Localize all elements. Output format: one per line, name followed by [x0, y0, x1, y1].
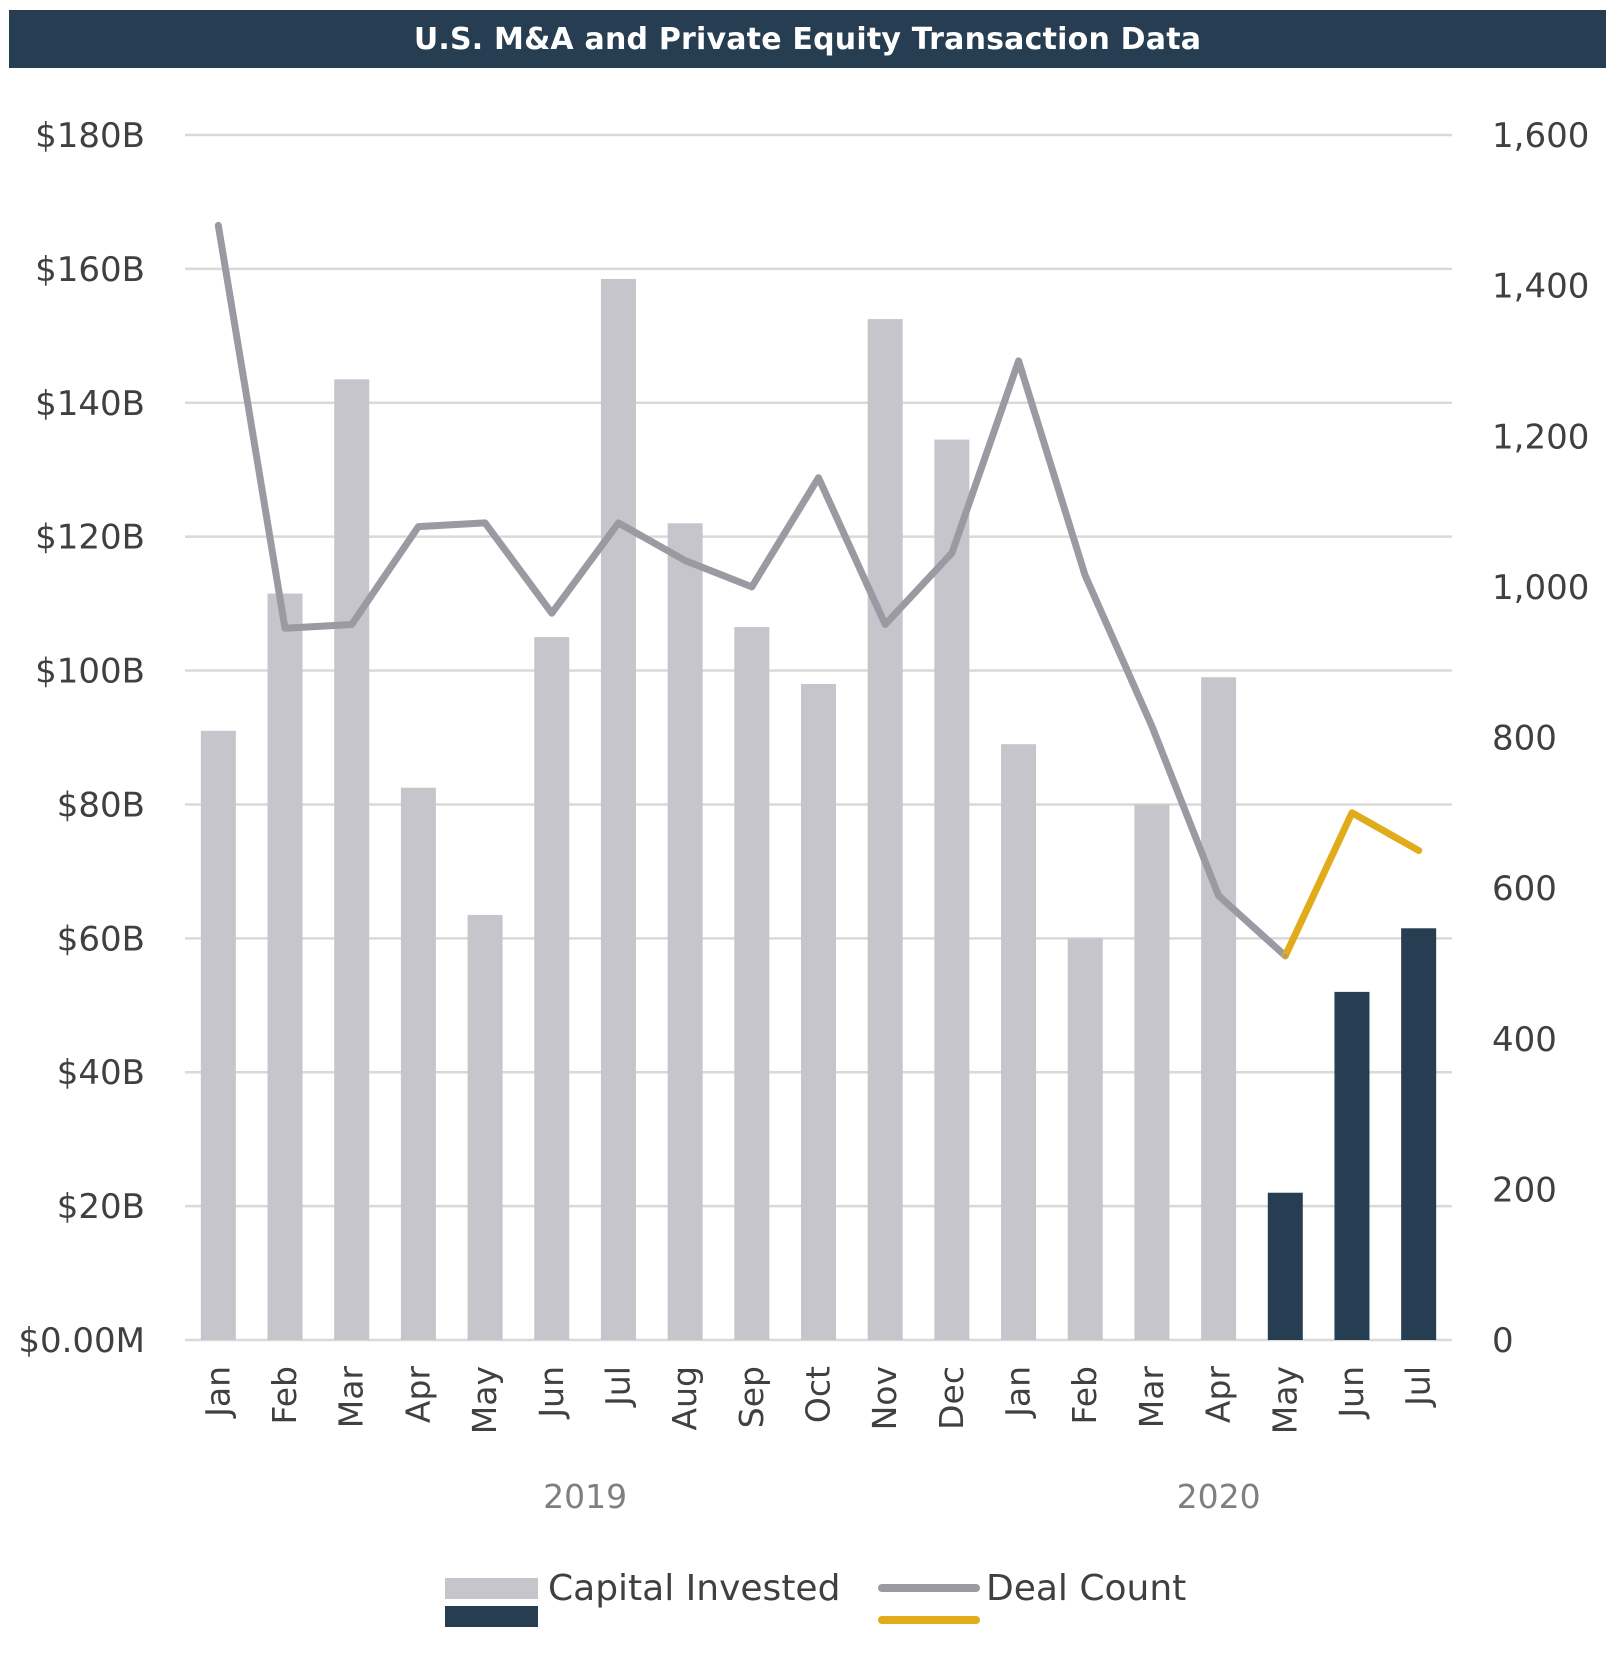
bar [267, 593, 303, 1340]
deal-count-point [483, 520, 488, 525]
deal-count-line-highlight [1281, 809, 1423, 960]
x-tick-label: Jun [532, 1366, 571, 1420]
x-tick-label: Feb [1065, 1366, 1104, 1424]
right-tick-label: 800 [1492, 719, 1557, 759]
left-tick-label: $120B [35, 518, 145, 558]
deal-count-point [549, 611, 554, 616]
chart-title-banner: U.S. M&A and Private Equity Transaction … [9, 10, 1606, 68]
deal-count-point [749, 584, 754, 589]
left-tick-label: $180B [35, 116, 145, 156]
bar [1201, 677, 1237, 1340]
x-tick-label: Apr [398, 1366, 437, 1424]
left-tick-label: $40B [57, 1053, 145, 1093]
left-tick-label: $140B [35, 384, 145, 424]
deal-count-point [1283, 953, 1288, 958]
deal-count-point [1416, 848, 1421, 853]
deal-count-point [1149, 724, 1154, 729]
x-tick-label: Jun [1332, 1366, 1371, 1420]
legend-swatch-capital-invested [445, 1578, 538, 1599]
left-tick-label: $160B [35, 250, 145, 290]
deal-count-point [283, 626, 288, 631]
x-tick-label: Sep [732, 1366, 771, 1428]
right-tick-label: 1,600 [1492, 116, 1589, 156]
deal-count-point [816, 475, 821, 480]
bar [734, 627, 770, 1340]
x-tick-label: May [465, 1366, 504, 1434]
bar [334, 379, 370, 1340]
bar [1334, 991, 1370, 1340]
left-tick-label: $20B [57, 1187, 145, 1227]
year-label: 2020 [1177, 1477, 1261, 1516]
x-tick-label: Nov [865, 1366, 904, 1430]
right-tick-label: 1,200 [1492, 417, 1589, 457]
right-tick-label: 1,400 [1492, 267, 1589, 307]
deal-count-point [1083, 573, 1088, 578]
deal-count-point [683, 558, 688, 563]
right-tick-label: 400 [1492, 1020, 1557, 1060]
x-tick-label: Jul [598, 1366, 637, 1408]
x-tick-label: Aug [665, 1366, 704, 1430]
right-tick-label: 1,000 [1492, 568, 1589, 608]
chart-title: U.S. M&A and Private Equity Transaction … [413, 21, 1202, 57]
bar [1134, 804, 1170, 1340]
x-tick-label: Mar [1132, 1366, 1171, 1429]
bar [1067, 938, 1103, 1340]
right-tick-label: 600 [1492, 869, 1557, 909]
x-tick-label: Apr [1199, 1366, 1238, 1424]
capital-invested-bars [200, 278, 1437, 1340]
deal-count-line [214, 221, 1423, 960]
deal-count-point [1016, 358, 1021, 363]
deal-count-point [616, 520, 621, 525]
deal-count-point [1349, 810, 1354, 815]
legend-label-deal-count: Deal Count [986, 1568, 1186, 1609]
right-axis: 0 200 400 600 800 1,000 1,200 1,400 1,600 [1492, 116, 1589, 1361]
x-tick-label: Jan [198, 1366, 237, 1419]
bar [1401, 928, 1437, 1340]
right-tick-label: 0 [1492, 1321, 1514, 1361]
deal-count-point [216, 223, 221, 228]
deal-count-point [416, 524, 421, 529]
left-tick-label: $80B [57, 785, 145, 825]
year-label: 2019 [543, 1477, 627, 1516]
bar [801, 683, 836, 1340]
bar [200, 730, 236, 1340]
x-tick-label: Oct [799, 1366, 838, 1423]
legend-swatch-capital-invested-highlight [445, 1606, 538, 1627]
bar [1001, 744, 1037, 1340]
right-tick-label: 200 [1492, 1170, 1557, 1210]
bar [934, 439, 970, 1340]
bar [400, 787, 436, 1340]
left-tick-label: $60B [57, 919, 145, 959]
x-tick-label: Jan [999, 1366, 1038, 1419]
legend: Capital Invested Deal Count [445, 1568, 1186, 1627]
deal-count-point [949, 550, 954, 555]
left-tick-label: $0.00M [18, 1321, 145, 1361]
left-tick-label: $100B [35, 652, 145, 692]
x-tick-label: Mar [332, 1366, 371, 1429]
bar [1267, 1192, 1303, 1340]
bar [467, 914, 503, 1340]
deal-count-point [883, 622, 888, 627]
bar [534, 637, 570, 1340]
bar [600, 278, 636, 1340]
deal-count-point [349, 622, 354, 627]
left-axis: $0.00M $20B $40B $60B $80B $100B $120B $140B $16… [18, 116, 145, 1361]
x-tick-label: Jul [1399, 1366, 1438, 1408]
deal-count-point [1216, 893, 1221, 898]
legend-label-capital-invested: Capital Invested [548, 1568, 840, 1609]
x-tick-label: Feb [265, 1366, 304, 1424]
bar [867, 319, 903, 1340]
x-axis: Jan Feb Mar Apr May Jun Jul Aug Sep Oct Nov Dec Jan F… [198, 1366, 1437, 1435]
x-tick-label: Dec [932, 1366, 971, 1430]
bar [667, 523, 703, 1340]
year-labels: 2019 2020 [543, 1477, 1260, 1516]
x-tick-label: May [1265, 1366, 1304, 1434]
